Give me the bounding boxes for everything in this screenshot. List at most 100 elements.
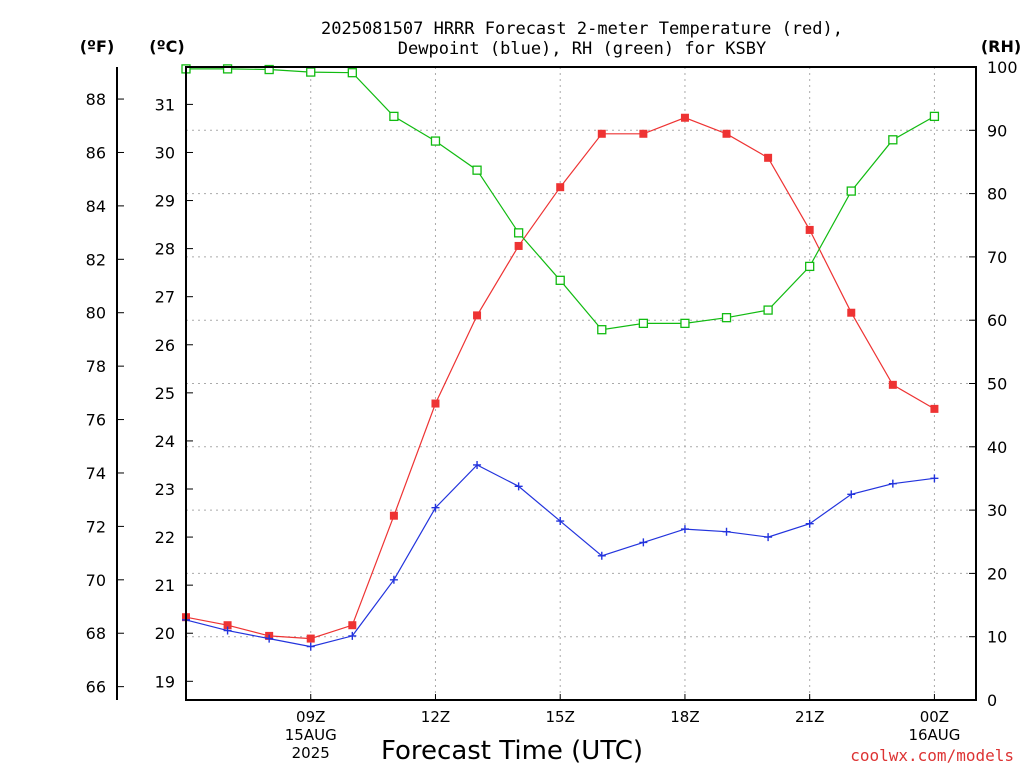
c-tick-label: 26 [155,336,175,355]
rh-point [347,68,357,78]
c-tick-label: 24 [155,432,175,451]
rh-point [472,165,482,175]
x-tick-label: 00Z [920,708,949,726]
temperature-point [722,129,731,138]
chart-title-line-1: 2025081507 HRRR Forecast 2-meter Tempera… [321,19,843,39]
x-tick-label: 16AUG [908,726,960,744]
rh-point [680,318,690,329]
c-tick-label: 27 [155,288,175,307]
rh-point [555,275,565,285]
rh-tick-label: 0 [987,691,997,710]
f-tick-label: 86 [86,143,106,162]
rh-point [430,136,441,146]
temperature-point [348,621,357,630]
rh-point [929,111,940,122]
rh-point [597,325,607,335]
temperature-point [805,225,814,234]
f-tick-label: 74 [86,464,106,483]
dewpoint-point [764,533,773,542]
series-layer [181,64,940,651]
temperature-point [389,511,398,520]
celsius-unit-label: (ºC) [149,37,184,56]
c-tick-label: 28 [155,240,175,259]
rh-tick-label: 60 [987,311,1007,330]
rh-point [306,67,316,77]
rh-tick-label: 10 [987,628,1007,647]
dewpoint-point [722,527,731,536]
dewpoint-point [265,634,274,643]
f-tick-label: 66 [86,678,106,697]
dewpoint-point [473,460,482,469]
rh-point [222,64,233,74]
rh-point [264,64,274,75]
dewpoint-point [431,503,440,512]
rh-tick-label: 20 [987,564,1007,583]
dewpoint-point [847,490,856,499]
f-tick-label: 68 [86,624,106,643]
x-tick-label: 18Z [670,708,699,726]
f-tick-label: 72 [86,517,106,536]
rh-tick-label: 40 [987,438,1007,457]
c-tick-label: 30 [155,143,175,162]
dewpoint-point [389,575,398,584]
temperature-point [847,308,856,317]
credit-text: coolwx.com/models [850,746,1014,765]
rh-tick-label: 90 [987,121,1007,140]
temperature-point [597,129,606,138]
temperature-point [639,129,648,138]
c-tick-label: 21 [155,576,175,595]
rh-point [638,318,649,329]
f-tick-label: 76 [86,411,106,430]
x-tick-label: 12Z [421,708,450,726]
rh-tick-label: 50 [987,375,1007,394]
rh-unit-label: (RH) [981,37,1021,56]
f-tick-label: 88 [86,90,106,109]
dewpoint-point [597,551,606,560]
f-tick-label: 82 [86,250,106,269]
c-tick-label: 31 [155,95,175,114]
x-tick-label: 09Z [296,708,325,726]
f-tick-label: 84 [86,197,106,216]
x-axis-title: Forecast Time (UTC) [381,736,643,766]
series-dewpoint [182,460,939,651]
grid-lines [186,67,976,700]
plot-frame [185,66,977,701]
dewpoint-point [514,482,523,491]
temperature-point [473,311,482,320]
f-tick-label: 78 [86,357,106,376]
chart-title-line-2: Dewpoint (blue), RH (green) for KSBY [398,39,766,59]
temperature-point [223,621,232,630]
rh-point [721,313,732,323]
rh-tick-label: 100 [987,58,1018,77]
temperature-point [930,404,939,413]
temperature-point [306,634,315,643]
c-tick-label: 25 [155,384,175,403]
f-tick-label: 80 [86,304,106,323]
dewpoint-point [680,525,689,534]
rh-point [389,111,399,122]
dewpoint-point [805,519,814,528]
dewpoint-point [556,517,565,526]
dewpoint-point [348,631,357,640]
temperature-point [556,183,565,192]
c-tick-label: 19 [155,672,175,691]
rh-point [763,305,773,315]
dewpoint-point [223,626,232,635]
x-tick-label: 21Z [795,708,824,726]
x-tick-label: 15Z [546,708,575,726]
temperature-point [431,399,440,408]
rh-point [888,135,898,145]
c-tick-label: 29 [155,192,175,211]
dewpoint-point [306,642,315,651]
x-tick-label: 2025 [292,744,330,762]
rh-point [805,261,815,272]
temperature-point [888,380,897,389]
rh-point [513,228,524,238]
dewpoint-point [639,538,648,547]
rh-point [846,186,856,196]
dewpoint-point [888,479,897,488]
temperature-point [764,153,773,162]
rh-tick-label: 70 [987,248,1007,267]
